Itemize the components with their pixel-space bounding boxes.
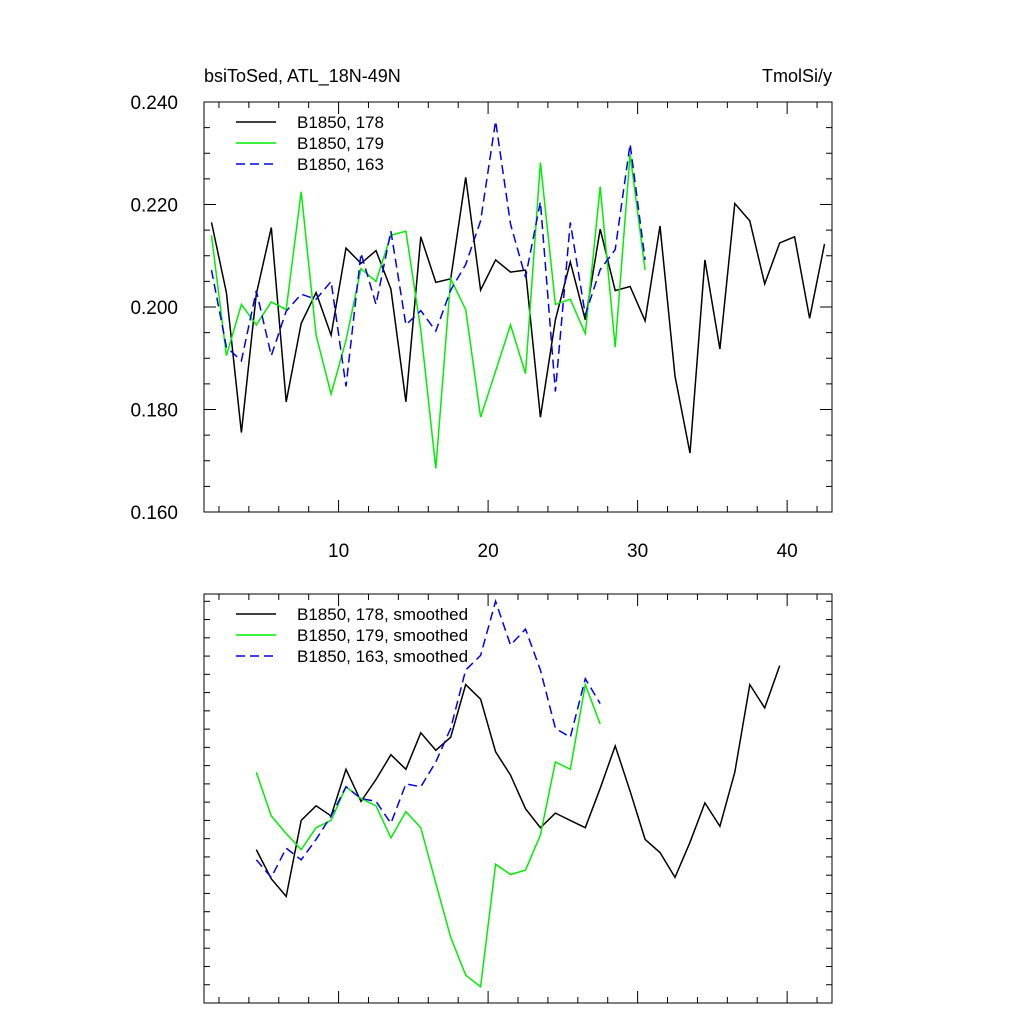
series-line-3 bbox=[255, 598, 601, 879]
legend-label: B1850, 178, smoothed bbox=[297, 605, 468, 624]
top-panel-units: TmolSi/y bbox=[762, 66, 832, 86]
top-panel-title: bsiToSed, ATL_18N-49N bbox=[204, 66, 401, 87]
series-line-2 bbox=[210, 154, 646, 469]
series-line-3 bbox=[210, 120, 646, 392]
legend-label: B1850, 163, smoothed bbox=[297, 647, 468, 666]
x-tick-label: 10 bbox=[328, 541, 349, 562]
legend-label: B1850, 178 bbox=[297, 113, 384, 132]
y-tick-label: 0.160 bbox=[130, 503, 178, 524]
series-line-1 bbox=[210, 177, 826, 454]
top-panel: bsiToSed, ATL_18N-49N TmolSi/y 10 20 30 40 0… bbox=[130, 66, 833, 562]
bottom-panel: B1850, 178, smoothed B1850, 179, smoothed… bbox=[203, 593, 833, 1004]
y-tick-label: 0.220 bbox=[130, 196, 178, 217]
legend-label: B1850, 163 bbox=[297, 155, 384, 174]
series-line-1 bbox=[255, 665, 781, 899]
legend-label: B1850, 179, smoothed bbox=[297, 626, 468, 645]
y-tick-label: 0.240 bbox=[130, 93, 178, 114]
legend: B1850, 178, smoothed B1850, 179, smoothed… bbox=[236, 605, 468, 666]
x-tick-label: 30 bbox=[627, 541, 648, 562]
x-tick-label: 40 bbox=[777, 541, 798, 562]
series-line-2 bbox=[255, 681, 601, 989]
y-tick-label: 0.200 bbox=[130, 298, 178, 319]
x-tick-label: 20 bbox=[478, 541, 499, 562]
y-tick-label: 0.180 bbox=[130, 401, 178, 422]
legend: B1850, 178 B1850, 179 B1850, 163 bbox=[236, 113, 384, 174]
legend-label: B1850, 179 bbox=[297, 134, 384, 153]
